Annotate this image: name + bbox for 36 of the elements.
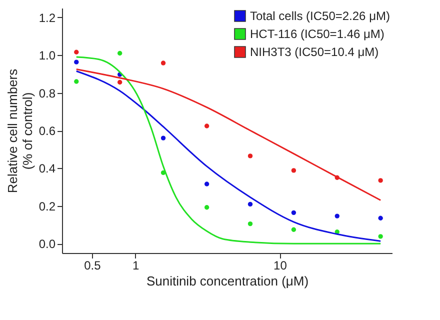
y-tick-label: 0.4 [38, 162, 56, 176]
point [117, 50, 122, 56]
y-axis-title: Relative cell numbers (% of control) [4, 68, 35, 194]
line-series [76, 68, 382, 201]
point [378, 216, 383, 220]
point [334, 214, 340, 218]
y-tick-label: 0.6 [38, 124, 56, 138]
point [204, 124, 210, 128]
point [204, 205, 210, 210]
point [248, 202, 253, 207]
x-tick-label: 1 [132, 258, 140, 272]
legend-label: HCT-116 (IC50=1.46 μM) [250, 27, 384, 41]
point [74, 60, 79, 64]
point [248, 221, 253, 226]
point [160, 60, 166, 66]
y-tick-label: 0.8 [38, 86, 56, 100]
x-tick-label: 0.5 [84, 258, 102, 272]
x-axis-title: Sunitinib concentration (μM) [146, 274, 309, 288]
point [291, 210, 296, 216]
y-tick-label: 1.2 [38, 10, 56, 25]
y-tick-label: 0.2 [38, 199, 56, 214]
point [291, 168, 296, 173]
point [74, 50, 79, 54]
point [204, 182, 210, 186]
y-tick-label: 0.0 [38, 237, 56, 252]
point [117, 80, 122, 85]
point [378, 234, 383, 239]
point [248, 154, 253, 158]
point [291, 227, 296, 232]
point [378, 178, 383, 183]
legend-label: Total cells (IC50=2.26 μM) [250, 9, 390, 23]
legend-label: NIH3T3 (IC50=10.4 μM) [250, 45, 379, 59]
point [160, 136, 166, 140]
point [74, 79, 79, 84]
y-tick-label: 1.0 [38, 48, 56, 63]
x-tick-label: 10 [274, 258, 288, 272]
